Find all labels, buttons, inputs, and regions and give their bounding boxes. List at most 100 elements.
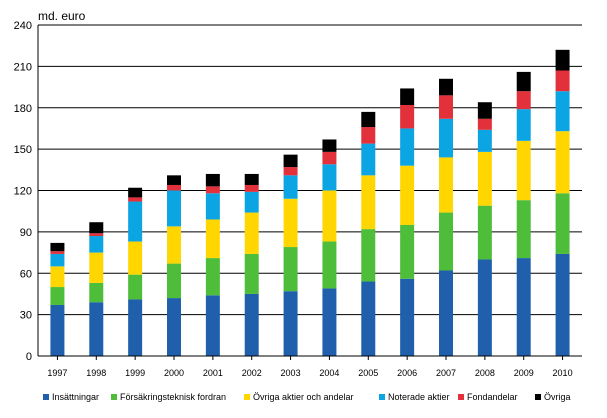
legend-label: Övriga: [544, 392, 571, 402]
y-tick-label: 60: [20, 268, 32, 280]
bar-segment: [439, 157, 453, 213]
bar-segment: [283, 175, 298, 199]
gridlines: [38, 24, 582, 316]
legend-swatch: [244, 394, 250, 400]
bar-segment: [439, 95, 453, 119]
y-tick-label: 0: [26, 351, 32, 363]
bar-segment: [400, 224, 415, 279]
x-tick-label: 1999: [125, 368, 145, 378]
y-tick-label: 180: [14, 103, 32, 115]
x-tick-label: 2003: [281, 368, 301, 378]
x-tick-label: 2005: [358, 368, 378, 378]
x-tick-label: 1997: [47, 368, 67, 378]
bar-segment: [477, 102, 492, 119]
x-tick-label: 2000: [164, 368, 184, 378]
bar-segment: [400, 278, 415, 356]
bar-segment: [477, 259, 492, 356]
bar-segment: [555, 49, 570, 71]
legend-label: Övriga aktier och andelar: [253, 392, 354, 402]
bar-segment: [322, 151, 337, 165]
bar-segment: [400, 128, 415, 166]
bar-segment: [50, 287, 65, 305]
bar-segment: [516, 91, 531, 110]
bar-segment: [400, 88, 415, 105]
bar-segment: [322, 241, 337, 289]
bar-segment: [128, 187, 143, 198]
bar-segment: [167, 298, 181, 356]
bar-segment: [244, 212, 259, 254]
bar-segment: [400, 104, 415, 129]
bar-segment: [283, 247, 298, 292]
bar-segment: [361, 175, 376, 230]
bar-segment: [439, 270, 453, 356]
legend-label: Försäkringsteknisk fordran: [120, 392, 226, 402]
legend-swatch: [111, 394, 117, 400]
y-tick-label: 150: [14, 144, 32, 156]
bar-segment: [555, 193, 570, 254]
bar-segment: [439, 212, 453, 271]
bar-segment: [167, 190, 181, 227]
legend-swatch: [379, 394, 385, 400]
bar-segment: [516, 109, 531, 141]
bar-segment: [128, 201, 143, 242]
bar-segment: [128, 241, 143, 275]
bar-segment: [89, 233, 104, 237]
bar-segment: [361, 281, 376, 356]
bar-segment: [400, 165, 415, 225]
y-tick-label: 240: [14, 20, 32, 32]
bar-segment: [516, 71, 531, 92]
x-tick-label: 2007: [436, 368, 456, 378]
bar-segment: [439, 78, 453, 96]
bar-segment: [50, 242, 65, 252]
legend-swatch: [458, 394, 464, 400]
y-tick-label: 120: [14, 186, 32, 198]
y-tick-label: 210: [14, 61, 32, 73]
bar-segment: [555, 70, 570, 92]
x-tick-label: 2006: [397, 368, 417, 378]
bar-segment: [205, 173, 220, 187]
bar-segment: [322, 164, 337, 191]
bar-segment: [244, 184, 259, 192]
x-tick-label: 1998: [86, 368, 106, 378]
legend-label: Insättningar: [52, 392, 99, 402]
bar-segment: [283, 198, 298, 248]
bar-segment: [50, 251, 65, 254]
bar-segment: [89, 302, 104, 356]
bar-segment: [477, 205, 492, 260]
bar-segment: [361, 229, 376, 282]
bar-segment: [128, 274, 143, 300]
legend-swatch: [43, 394, 49, 400]
bar-segment: [50, 266, 65, 288]
x-tick-label: 2010: [553, 368, 573, 378]
bar-segment: [244, 191, 259, 213]
bar-segment: [477, 118, 492, 130]
bar-segment: [205, 295, 220, 356]
bar-segment: [205, 193, 220, 220]
legend-label: Noterade aktier: [388, 392, 450, 402]
bar-segment: [89, 252, 104, 283]
axes: 0 30 60 90 120 150 180 210 240 1997 1998 1999 2000 20…: [14, 20, 582, 378]
bar-segment: [167, 263, 181, 299]
bars: [50, 49, 570, 356]
bar-segment: [283, 154, 298, 168]
bar-segment: [322, 190, 337, 242]
bar-segment: [516, 140, 531, 201]
bar-segment: [244, 253, 259, 294]
y-axis-unit-label: md. euro: [38, 9, 86, 23]
bar-segment: [439, 118, 453, 158]
legend-label: Fondandelar: [467, 392, 518, 402]
bar-segment: [555, 131, 570, 194]
bar-segment: [167, 226, 181, 264]
bar-segment: [361, 143, 376, 176]
bar-segment: [244, 173, 259, 185]
bar-segment: [244, 293, 259, 356]
bar-segment: [555, 253, 570, 356]
bar-segment: [516, 258, 531, 356]
bar-segment: [89, 282, 104, 303]
y-tick-label: 90: [20, 227, 32, 239]
bar-segment: [516, 200, 531, 259]
bar-segment: [50, 304, 65, 356]
bar-segment: [128, 299, 143, 356]
x-tick-label: 2004: [319, 368, 339, 378]
